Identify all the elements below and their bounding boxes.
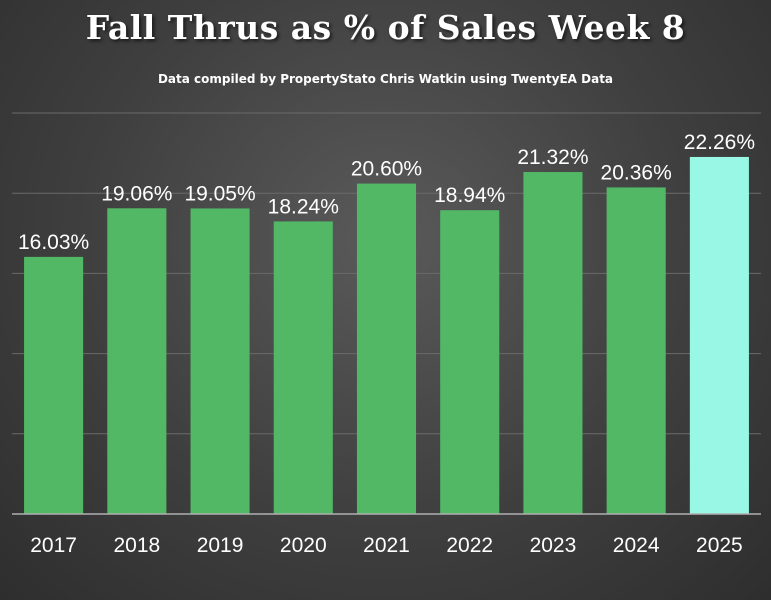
- x-tick-label-2024: 2024: [613, 534, 660, 557]
- bar-2024: [606, 187, 666, 514]
- bar-2019: [190, 208, 250, 515]
- x-tick-label-2025: 2025: [696, 534, 743, 557]
- data-label-2019: 19.05%: [184, 182, 255, 205]
- bar-2020: [273, 221, 333, 514]
- bar-2022: [440, 210, 500, 514]
- data-label-2025: 22.26%: [684, 131, 755, 154]
- data-label-2024: 20.36%: [601, 161, 672, 184]
- chart-subtitle: Data compiled by PropertyStato Chris Wat…: [157, 72, 614, 86]
- data-label-2020: 18.24%: [268, 195, 339, 218]
- x-tick-label-2021: 2021: [363, 534, 410, 557]
- data-label-2021: 20.60%: [351, 158, 422, 181]
- bar-2025: [689, 156, 749, 515]
- data-label-2017: 16.03%: [18, 231, 89, 254]
- x-tick-label-2020: 2020: [280, 534, 327, 557]
- x-tick-label-2023: 2023: [530, 534, 577, 557]
- bar-2023: [523, 172, 583, 514]
- bar-2021: [356, 183, 417, 515]
- data-label-2018: 19.06%: [101, 182, 172, 205]
- x-tick-label-2017: 2017: [30, 534, 77, 557]
- bar-2018: [107, 208, 167, 515]
- bar-2017: [24, 256, 84, 514]
- x-tick-label-2022: 2022: [446, 534, 493, 557]
- chart-title: Fall Thrus as % of Sales Week 8: [85, 8, 686, 47]
- x-tick-label-2018: 2018: [113, 534, 160, 557]
- data-label-2023: 21.32%: [517, 146, 588, 169]
- data-label-2022: 18.94%: [434, 184, 505, 207]
- x-tick-label-2019: 2019: [197, 534, 244, 557]
